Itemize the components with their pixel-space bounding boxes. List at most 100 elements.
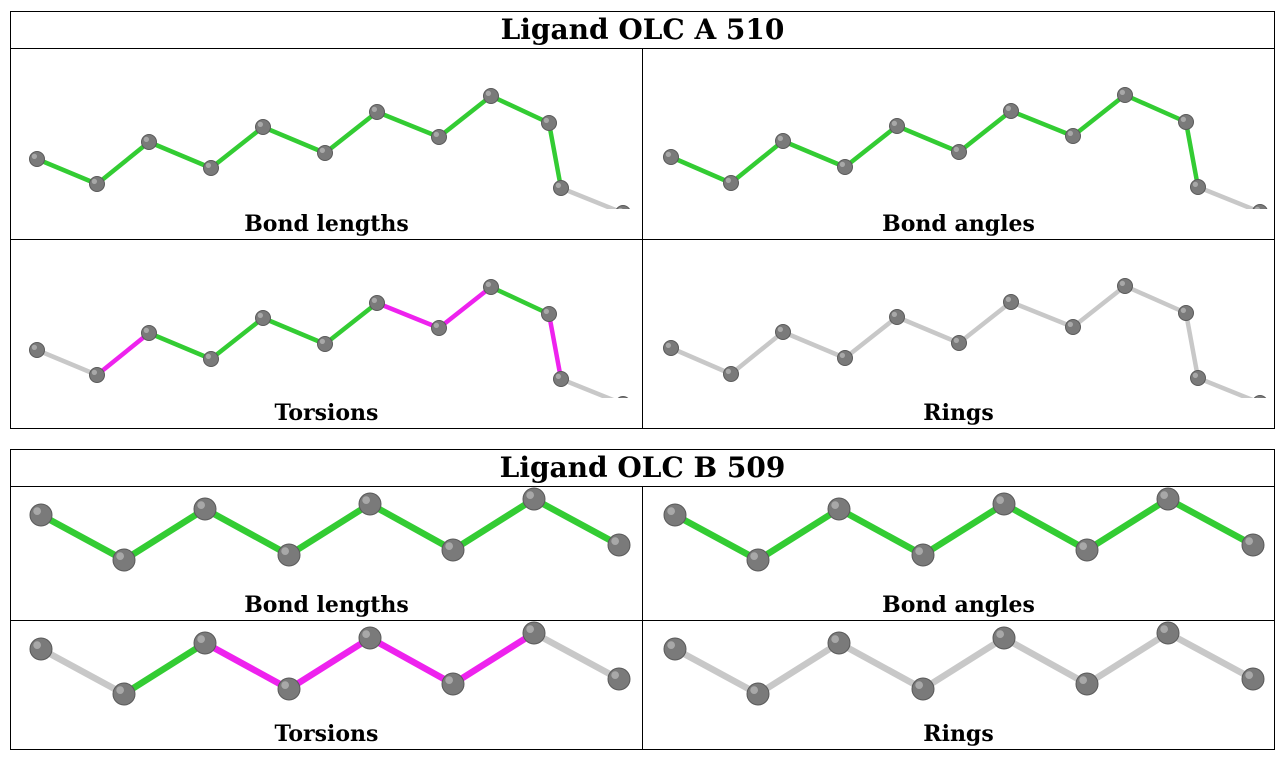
bond-grey (1122, 283, 1189, 316)
bond-green (1070, 92, 1128, 139)
bond-grey (919, 634, 1008, 693)
atom (1178, 305, 1194, 321)
bond-magenta (436, 284, 494, 331)
atom (358, 492, 382, 516)
bond-grey (530, 629, 623, 683)
molecule-diagram (663, 621, 1265, 706)
atom (112, 682, 136, 706)
atom-highlight (1079, 676, 1087, 684)
bond-green (146, 139, 214, 171)
atom-highlight (33, 641, 41, 649)
atom (522, 487, 546, 511)
bond-green (835, 505, 927, 559)
atom (992, 492, 1016, 516)
bond-grey (754, 639, 843, 698)
atom (1003, 103, 1019, 119)
panel-rings: Rings (642, 620, 1275, 750)
atom-highlight (1180, 116, 1186, 122)
molecule-diagram (29, 88, 630, 209)
bond-green (120, 505, 209, 564)
panel-caption: Bond angles (882, 592, 1035, 618)
bond-grey (671, 645, 762, 698)
atom (193, 631, 217, 655)
bond-green (94, 139, 152, 187)
panel-caption: Bond lengths (244, 592, 409, 618)
panel-caption: Torsions (274, 400, 379, 426)
panel-caption: Bond lengths (244, 211, 409, 237)
atom-highlight (996, 630, 1004, 638)
atom (746, 548, 770, 572)
atom (775, 133, 791, 149)
atom (441, 538, 465, 562)
atom (1190, 370, 1206, 386)
molecule-diagram (29, 279, 629, 398)
atom-highlight (1245, 537, 1253, 545)
atom (1178, 114, 1194, 130)
atom (1065, 128, 1081, 144)
atom-highlight (197, 501, 205, 509)
bond-green (671, 511, 762, 564)
bond-magenta (449, 629, 538, 688)
bond-green (285, 500, 374, 559)
bond-green (366, 500, 457, 554)
atom-highlight (1192, 181, 1198, 187)
atom-highlight (31, 344, 37, 350)
atom (663, 503, 687, 527)
atom-highlight (667, 507, 675, 515)
bond-green (37, 511, 128, 564)
bond-magenta (285, 634, 374, 693)
atom (723, 175, 739, 191)
atom (277, 677, 301, 701)
atom-highlight (1079, 542, 1087, 550)
atom-highlight (1180, 307, 1186, 313)
bond-green (754, 505, 843, 564)
atom-highlight (953, 146, 959, 152)
bond-green (436, 93, 494, 140)
atom-highlight (362, 630, 370, 638)
atom-highlight (555, 182, 561, 188)
atom-highlight (205, 162, 211, 168)
atom-highlight (750, 552, 758, 560)
atom-highlight (777, 326, 783, 332)
bond-green (260, 315, 328, 347)
atom-highlight (1254, 206, 1260, 209)
atom-highlight (1119, 89, 1125, 95)
atom (723, 366, 739, 382)
atom-highlight (526, 491, 535, 499)
ligand-table-a: Ligand OLC A 510 Bond lengths Bond angle… (10, 11, 1275, 429)
atom-highlight (725, 177, 731, 183)
bond-grey (894, 314, 962, 346)
atom (992, 626, 1016, 650)
atom (317, 336, 333, 352)
atom-highlight (281, 681, 289, 689)
bond-grey (1195, 375, 1254, 398)
atom-highlight (839, 161, 845, 167)
molecule-diagram (29, 487, 631, 572)
bond-green (201, 505, 293, 559)
bond-grey (728, 329, 786, 377)
atom (1252, 204, 1268, 209)
atom (607, 533, 631, 557)
atom (29, 342, 45, 358)
atom (775, 324, 791, 340)
atom-highlight (319, 338, 325, 344)
bond-grey (1183, 310, 1201, 381)
atom-highlight (1067, 130, 1073, 136)
bond-grey (558, 185, 620, 209)
atom (441, 672, 465, 696)
ligand-title: Ligand OLC B 509 (10, 449, 1275, 487)
bond-green (1164, 495, 1257, 549)
atom-highlight (485, 90, 491, 96)
molecule-diagram (663, 278, 1267, 398)
atom (1241, 533, 1265, 557)
atom-highlight (667, 641, 675, 649)
atom-highlight (777, 135, 783, 141)
molecule-diagram (663, 487, 1265, 572)
bond-green (322, 300, 380, 347)
atom (827, 497, 851, 521)
atom (541, 115, 557, 131)
bond-grey (1164, 629, 1257, 683)
atom-highlight (257, 312, 263, 318)
atom-highlight (665, 151, 671, 157)
atom-highlight (611, 671, 620, 679)
